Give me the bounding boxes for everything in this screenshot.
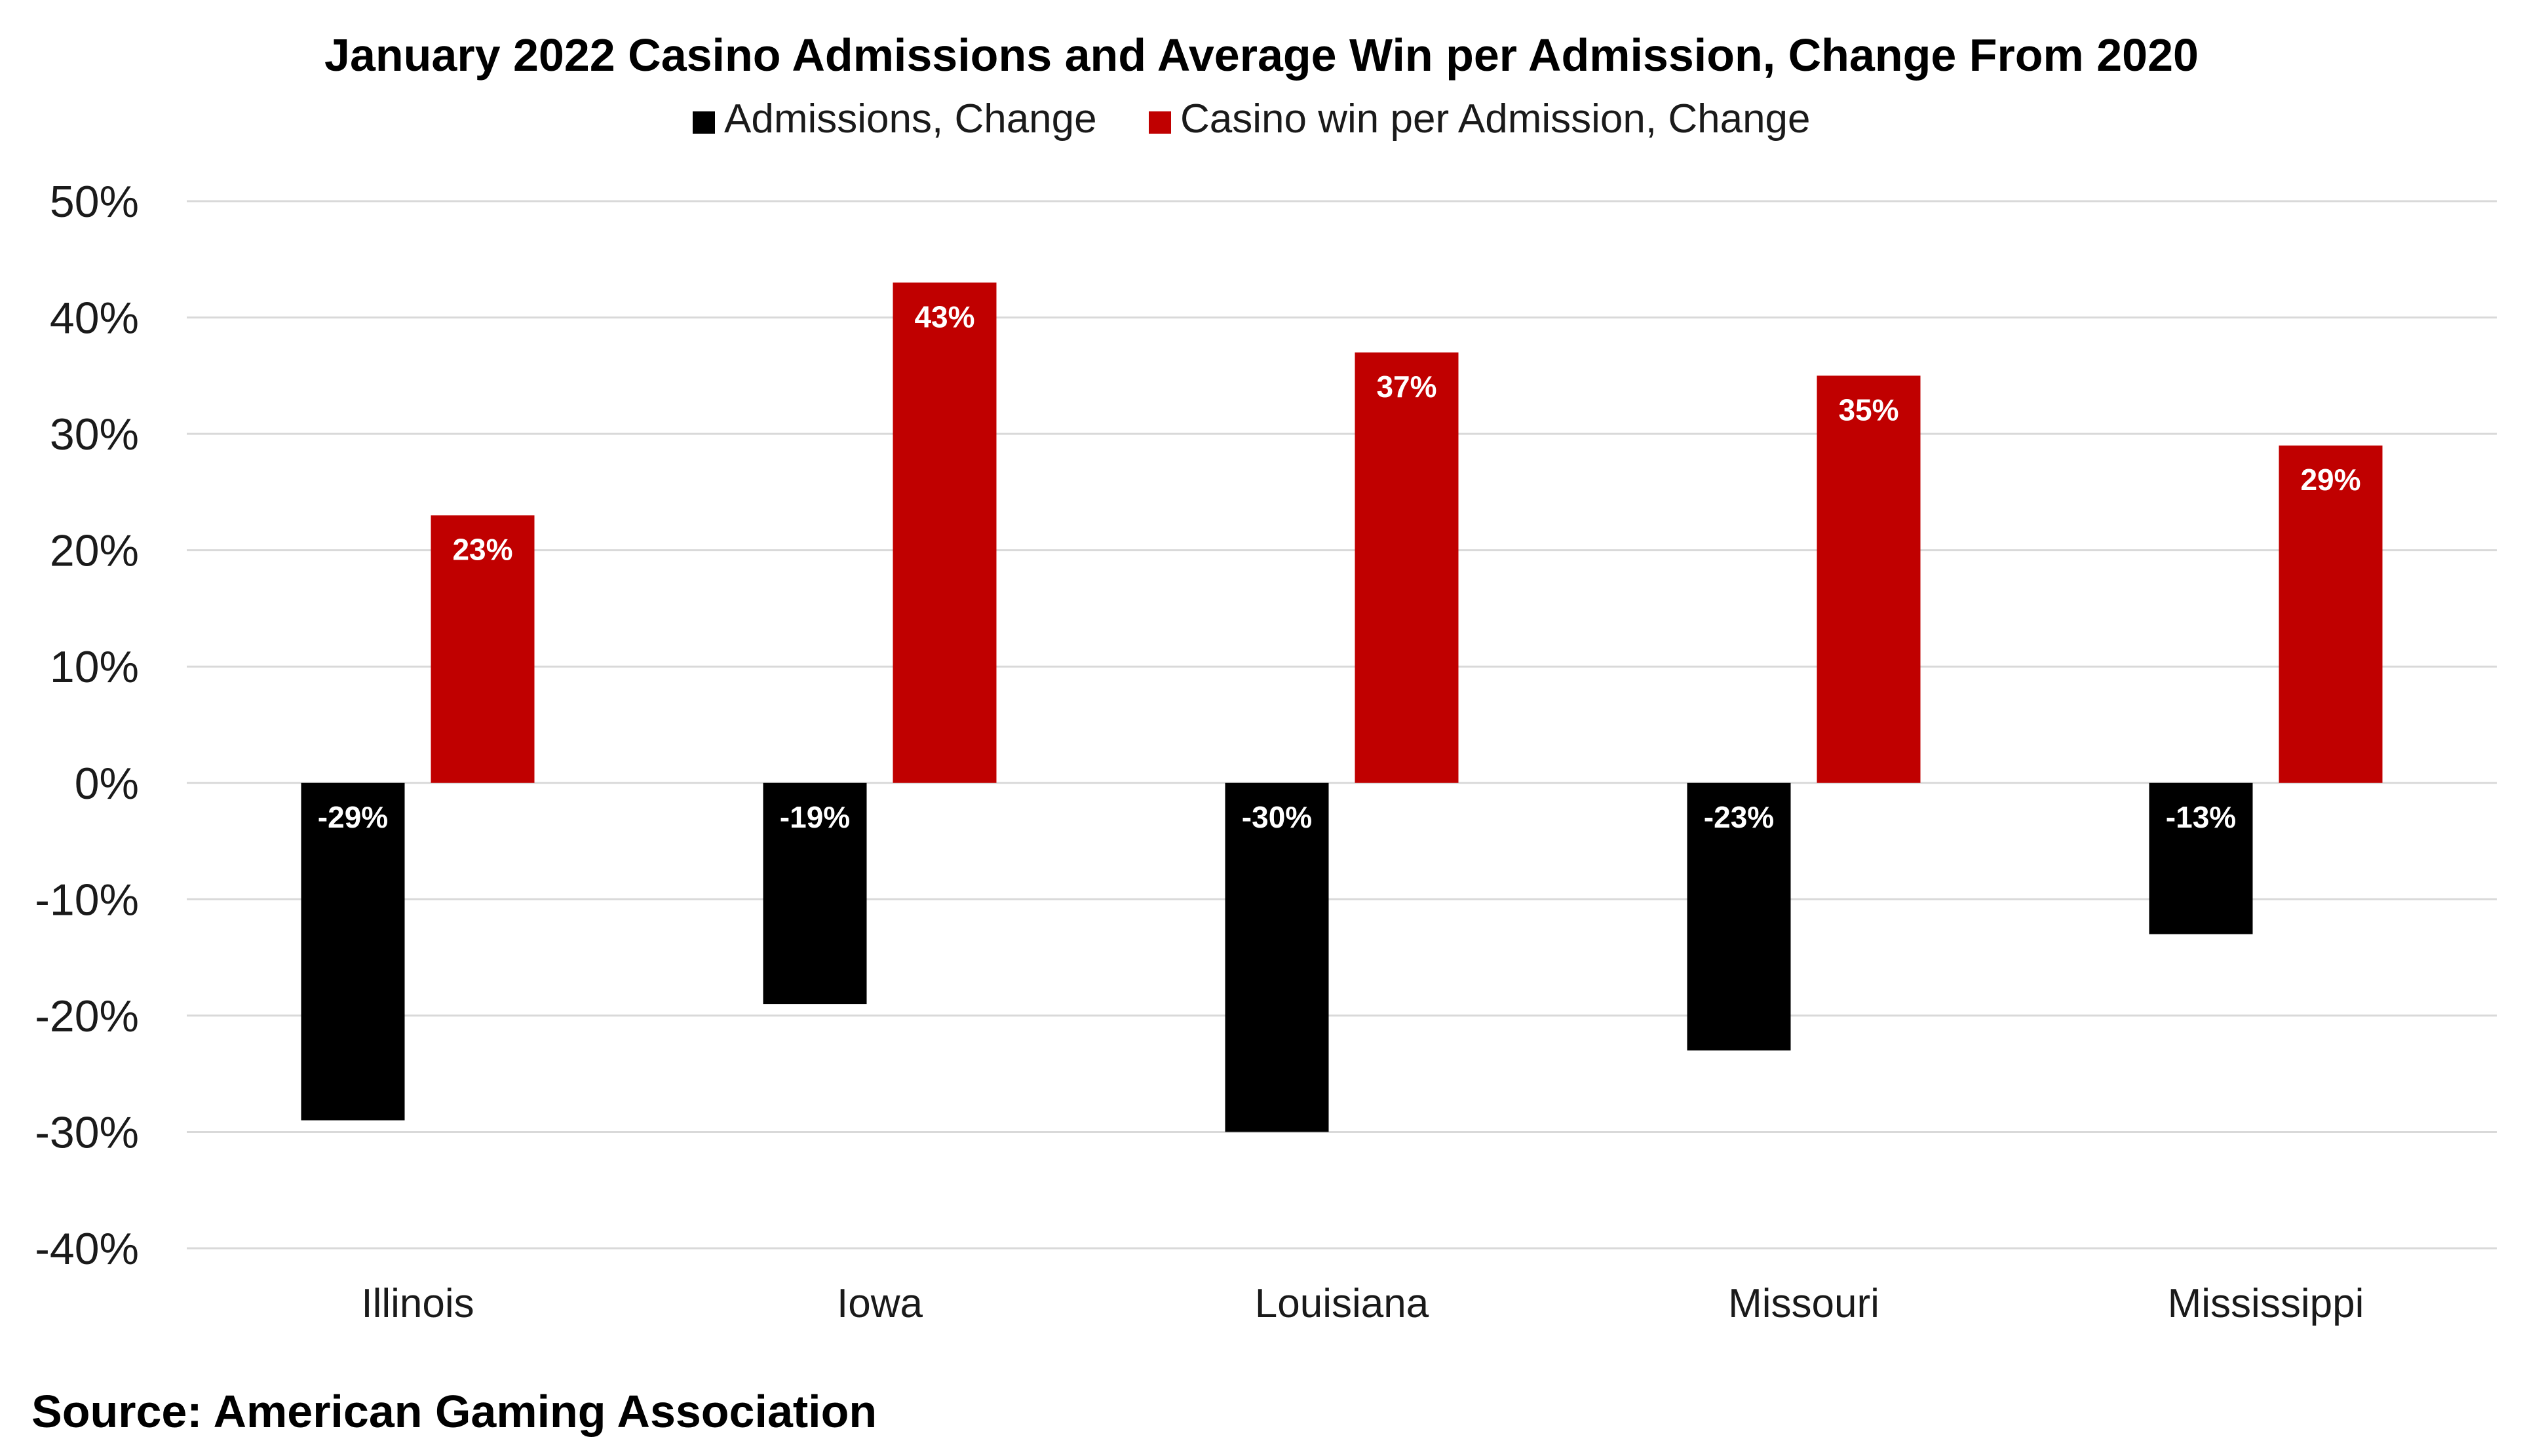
legend: Admissions, Change Casino win per Admissi…: [693, 96, 1811, 142]
legend-label: Casino win per Admission, Change: [1180, 96, 1811, 142]
bar-win-per-admission-illinois: [431, 515, 535, 783]
bar-admissions-mississippi: [2149, 782, 2253, 934]
data-label: -23%: [1704, 800, 1774, 834]
legend-swatch: [1149, 111, 1171, 134]
bar-win-per-admission-mississippi: [2279, 445, 2383, 783]
data-label: 29%: [2300, 463, 2360, 497]
y-tick-label: 20%: [50, 526, 139, 576]
y-tick-label: -10%: [35, 875, 139, 925]
data-labels: -29% 23% -19% 43% -30% 37% -23% 35% -13% 29%: [318, 299, 2361, 833]
data-label: 43%: [914, 299, 974, 334]
data-label: 35%: [1838, 393, 1898, 427]
x-tick-label: Missouri: [1728, 1281, 1879, 1326]
x-tick-label: Mississippi: [2168, 1281, 2364, 1326]
data-label: -30%: [1242, 800, 1312, 834]
y-tick-label: 40%: [50, 294, 139, 343]
data-label: 23%: [452, 532, 512, 566]
bar-admissions-louisiana: [1225, 782, 1329, 1132]
x-tick-label: Iowa: [837, 1281, 923, 1326]
bar-admissions-missouri: [1687, 782, 1791, 1051]
y-tick-label: -40%: [35, 1224, 139, 1274]
y-tick-label: 30%: [50, 410, 139, 459]
gridlines: [187, 200, 2497, 1250]
bar-admissions-illinois: [301, 782, 405, 1121]
data-label: 37%: [1376, 370, 1436, 404]
chart-title: January 2022 Casino Admissions and Avera…: [324, 29, 2199, 81]
y-tick-label: -30%: [35, 1107, 139, 1157]
source-note: Source: American Gaming Association: [31, 1386, 877, 1437]
bar-admissions-iowa: [763, 782, 867, 1005]
legend-label: Admissions, Change: [724, 96, 1097, 142]
bar-win-per-admission-louisiana: [1355, 352, 1459, 783]
bar-win-per-admission-iowa: [893, 282, 997, 783]
data-label: -13%: [2166, 800, 2236, 834]
data-label: -29%: [318, 800, 388, 834]
y-tick-label: 10%: [50, 642, 139, 692]
x-axis-ticks: Illinois Iowa Louisiana Missouri Mississippi: [361, 1281, 2364, 1326]
legend-swatch: [693, 111, 715, 134]
data-label: -19%: [780, 800, 850, 834]
x-tick-label: Illinois: [361, 1281, 474, 1326]
x-tick-label: Louisiana: [1255, 1281, 1429, 1326]
bars: [301, 282, 2383, 1132]
y-tick-label: 50%: [50, 177, 139, 227]
y-tick-label: 0%: [75, 759, 139, 809]
y-axis-ticks: 50% 40% 30% 20% 10% 0% -10% -20% -30% -40%: [35, 177, 139, 1274]
bar-win-per-admission-missouri: [1817, 375, 1921, 783]
y-tick-label: -20%: [35, 991, 139, 1041]
